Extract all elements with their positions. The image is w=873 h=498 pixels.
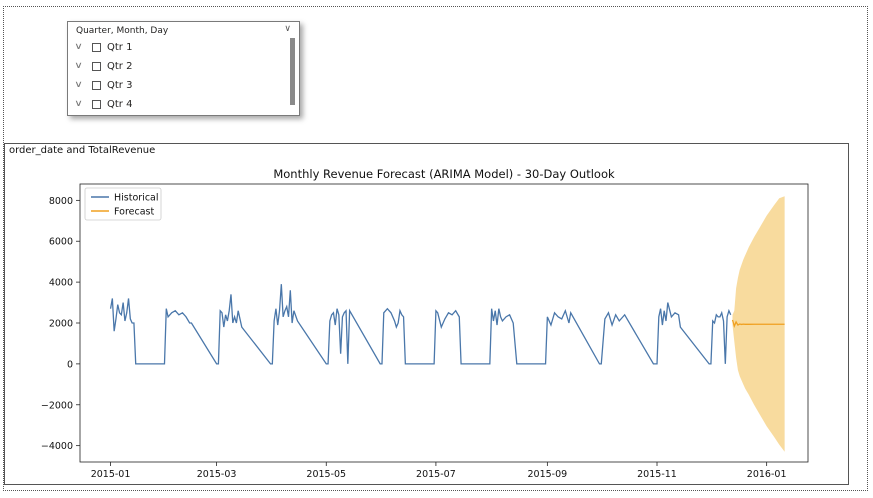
- slicer-scrollbar[interactable]: [290, 38, 295, 105]
- chart-title: Monthly Revenue Forecast (ARIMA Model) -…: [273, 167, 615, 181]
- slicer-item-qtr3[interactable]: ∨ Qtr 3: [74, 77, 133, 93]
- slicer-item-qtr1[interactable]: ∨ Qtr 1: [74, 39, 133, 55]
- x-tick-label: 2015-09: [528, 469, 568, 480]
- x-tick-label: 2016-01: [747, 469, 787, 480]
- slicer-item-label: Qtr 3: [107, 79, 133, 91]
- checkbox[interactable]: [92, 61, 101, 71]
- y-tick-label: −2000: [41, 400, 73, 411]
- checkbox[interactable]: [92, 42, 101, 52]
- y-tick-label: 2000: [49, 319, 73, 330]
- y-tick-label: 4000: [49, 278, 73, 289]
- line-chart-visual[interactable]: order_date and TotalRevenue Monthly Reve…: [4, 143, 849, 485]
- y-tick-label: 8000: [49, 196, 73, 207]
- expand-chevron-icon[interactable]: ∨: [74, 61, 83, 71]
- x-tick-label: 2015-01: [91, 469, 131, 480]
- report-canvas: [3, 6, 868, 491]
- x-tick-label: 2015-07: [416, 469, 456, 480]
- forecast-series-line: [731, 319, 785, 328]
- expand-chevron-icon[interactable]: ∨: [74, 80, 83, 90]
- slicer-header: Quarter, Month, Day: [76, 26, 169, 36]
- checkbox[interactable]: [92, 80, 101, 90]
- expand-chevron-icon[interactable]: ∨: [74, 42, 83, 52]
- y-tick-label: −4000: [41, 441, 73, 452]
- chevron-down-icon[interactable]: ∨: [284, 24, 291, 34]
- y-tick-label: 0: [67, 359, 73, 370]
- x-tick-label: 2015-11: [637, 469, 677, 480]
- expand-chevron-icon[interactable]: ∨: [74, 99, 83, 109]
- visual-title: order_date and TotalRevenue: [9, 145, 156, 156]
- y-tick-label: 6000: [49, 237, 73, 248]
- slicer-item-label: Qtr 2: [107, 60, 133, 72]
- forecast-chart: Monthly Revenue Forecast (ARIMA Model) -…: [41, 167, 809, 480]
- slicer-item-qtr2[interactable]: ∨ Qtr 2: [74, 58, 133, 74]
- legend-historical-label: Historical: [114, 193, 159, 204]
- legend-box: [84, 187, 162, 221]
- x-tick-label: 2015-03: [197, 469, 237, 480]
- slicer-item-label: Qtr 1: [107, 41, 133, 53]
- historical-series-line: [109, 284, 732, 365]
- date-hierarchy-slicer[interactable]: Quarter, Month, Day ∨ ∨ Qtr 1 ∨ Qtr 2 ∨ …: [67, 21, 300, 116]
- legend-forecast-label: Forecast: [114, 207, 154, 218]
- slicer-item-label: Qtr 4: [107, 98, 133, 110]
- slicer-item-qtr4[interactable]: ∨ Qtr 4: [74, 96, 133, 112]
- x-tick-label: 2015-05: [306, 469, 346, 480]
- checkbox[interactable]: [92, 99, 101, 109]
